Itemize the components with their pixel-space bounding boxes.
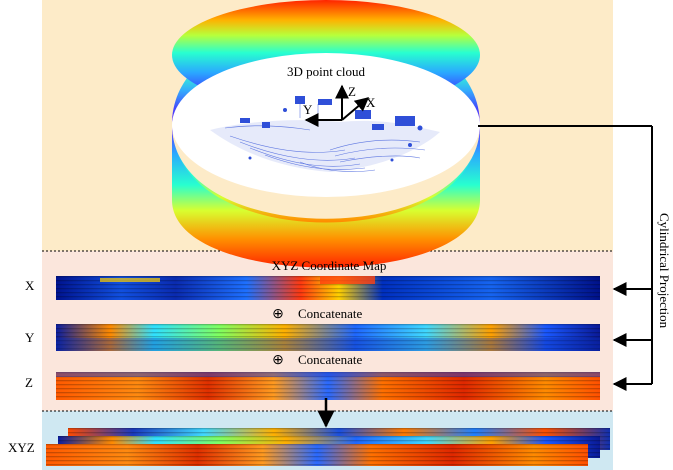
projection-label: Cylindrical Projection [657, 213, 672, 329]
point-cloud-label: 3D point cloud [287, 64, 365, 79]
row-x-label: X [25, 278, 35, 293]
projection-connector [478, 125, 653, 391]
xyz-stacked-map [46, 428, 610, 466]
concat-label-2: Concatenate [298, 352, 362, 367]
axis-y-label: Y [303, 102, 313, 117]
x-coordinate-map [56, 276, 600, 300]
point-cloud [210, 96, 440, 172]
row-y-label: Y [25, 330, 35, 345]
concat-symbol-1: ⊕ [272, 307, 284, 322]
z-coordinate-map [56, 372, 600, 400]
y-coordinate-map [56, 324, 600, 351]
row-z-label: Z [25, 375, 33, 390]
axis-z-label: Z [348, 84, 356, 99]
cylinder-ring [172, 0, 480, 268]
x-axis-arrow [341, 97, 370, 121]
row-xyz-label: XYZ [8, 440, 35, 455]
coord-map-title: XYZ Coordinate Map [272, 258, 387, 273]
axis-x-label: X [366, 95, 376, 110]
coordinate-axes [304, 84, 370, 127]
concat-label-1: Concatenate [298, 306, 362, 321]
concat-symbol-2: ⊕ [272, 353, 284, 368]
cylinder-opening [172, 53, 480, 197]
